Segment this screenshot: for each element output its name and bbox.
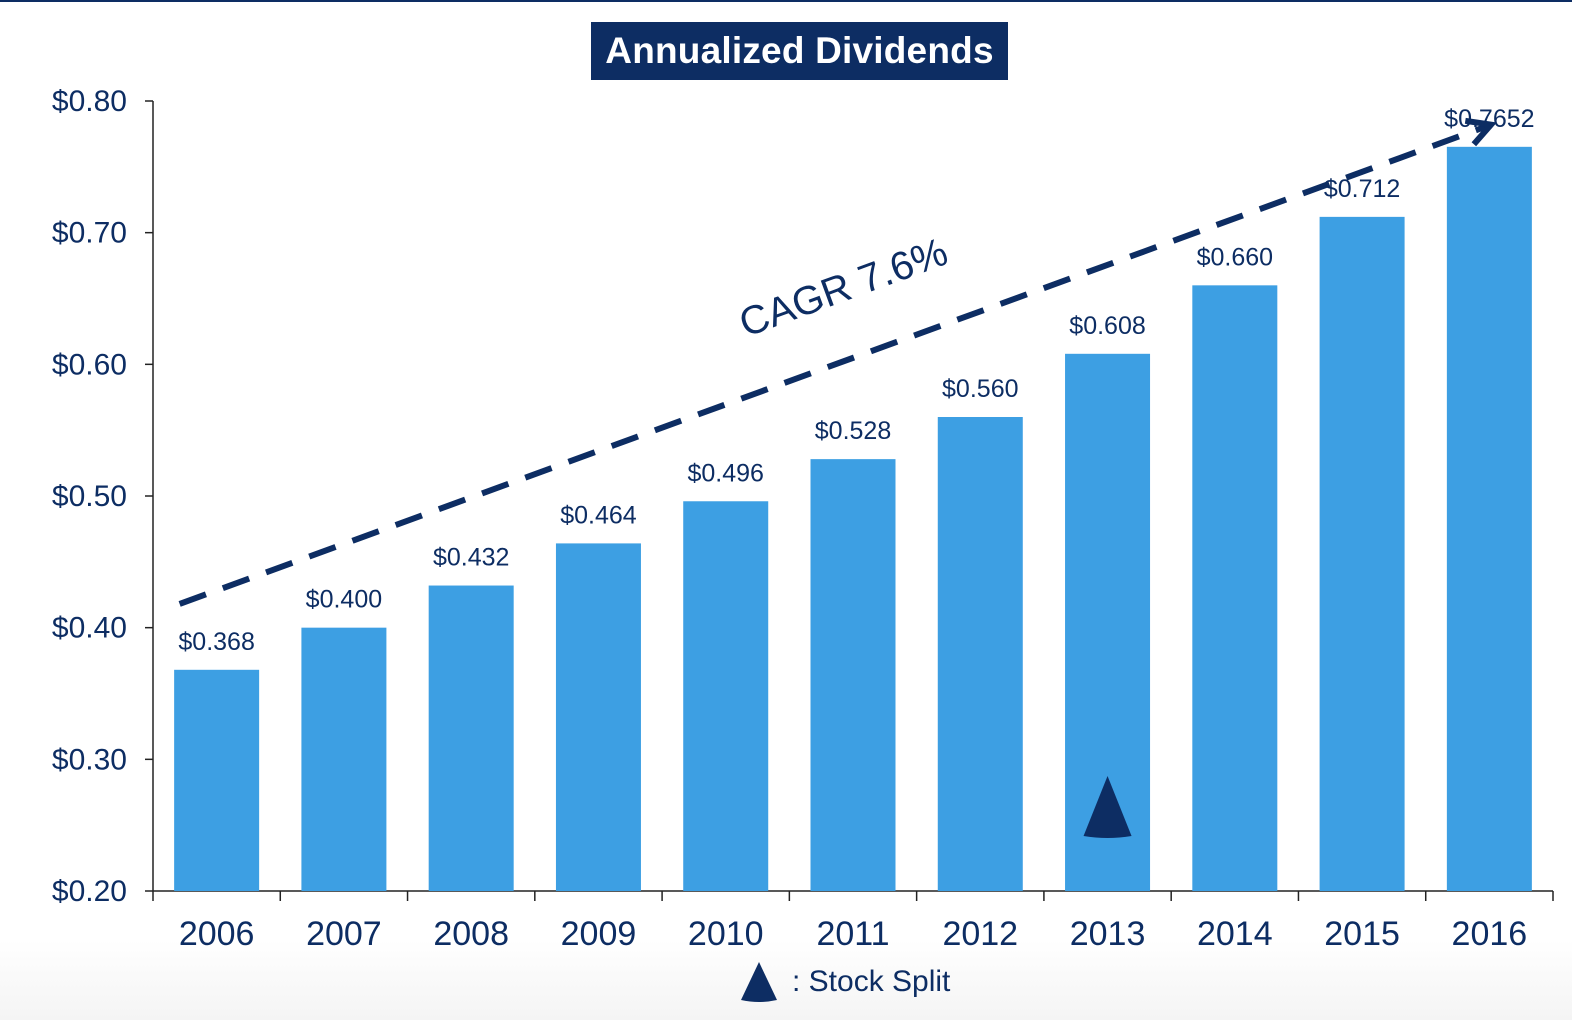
cagr-label: CAGR 7.6%	[734, 230, 954, 346]
x-tick-label: 2008	[433, 915, 509, 953]
bars	[174, 146, 1532, 891]
data-label-2006: $0.368	[178, 628, 254, 656]
bar-2006	[174, 669, 260, 891]
data-label-2013: $0.608	[1069, 312, 1145, 340]
bar-2014	[1192, 285, 1278, 891]
x-tick-label: 2010	[688, 915, 764, 953]
bar-2012	[937, 417, 1023, 891]
y-tick-label: $0.20	[52, 875, 127, 908]
stock-split-markers	[1083, 776, 1132, 838]
x-tick-label: 2007	[306, 915, 382, 953]
data-label-2009: $0.464	[560, 501, 637, 529]
data-label-2012: $0.560	[942, 375, 1018, 403]
x-axis: 2006 2007 2008 2009 2010 2011 2012 2013 2014 2015…	[152, 890, 1554, 953]
triangle-marker-icon	[741, 962, 777, 1002]
y-tick-label: $0.80	[52, 85, 127, 118]
y-tick-label: $0.60	[52, 348, 127, 381]
y-tick-label: $0.30	[52, 743, 127, 776]
bar-2008	[428, 585, 514, 891]
y-tick-label: $0.70	[52, 217, 127, 250]
y-tick-label: $0.40	[52, 612, 127, 645]
data-label-2015: $0.712	[1324, 175, 1400, 203]
bar-2007	[301, 627, 387, 891]
triangle-marker-icon	[1083, 776, 1132, 838]
data-labels: $0.368 $0.400 $0.432 $0.464 $0.496 $0.528 $0.5…	[178, 105, 1534, 656]
x-tick-label: 2009	[561, 915, 637, 953]
x-tick-label: 2011	[816, 915, 889, 953]
cagr-arrow-head	[1464, 117, 1497, 147]
x-tick-label: 2012	[942, 915, 1018, 953]
legend-label: : Stock Split	[792, 965, 951, 998]
y-axis: $0.20 $0.30 $0.40 $0.50 $0.60 $0.70 $0.80	[52, 85, 154, 908]
bar-2016	[1446, 146, 1532, 891]
cagr-trend-line	[178, 121, 1493, 607]
data-label-2014: $0.660	[1197, 243, 1273, 271]
data-label-2010: $0.496	[687, 459, 763, 487]
x-tick-label: 2016	[1452, 915, 1528, 953]
top-rule	[0, 0, 1572, 2]
x-tick-label: 2013	[1070, 915, 1146, 953]
x-tick-label: 2014	[1197, 915, 1273, 953]
y-tick-label: $0.50	[52, 480, 127, 513]
chart-title: Annualized Dividends	[591, 22, 1008, 80]
bar-2015	[1319, 216, 1405, 891]
legend: : Stock Split	[738, 958, 950, 1006]
data-label-2008: $0.432	[433, 544, 509, 572]
data-label-2011: $0.528	[815, 417, 891, 445]
bar-2009	[555, 543, 641, 891]
bar-2011	[810, 459, 896, 891]
x-tick-label: 2006	[179, 915, 255, 953]
bar-2010	[683, 501, 769, 891]
data-label-2007: $0.400	[306, 586, 382, 614]
x-tick-label: 2015	[1324, 915, 1400, 953]
